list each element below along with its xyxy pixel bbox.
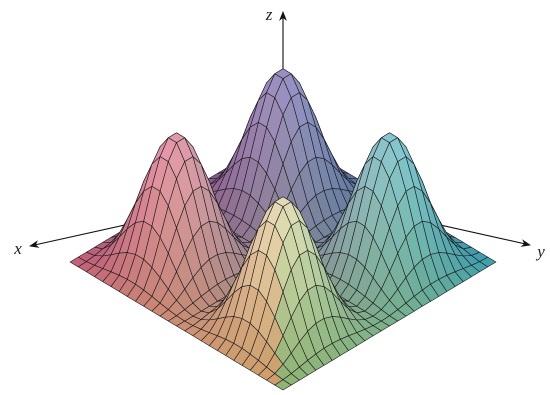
surface <box>69 68 497 391</box>
y-axis-label: y <box>535 242 545 261</box>
surface-patch <box>274 379 292 391</box>
x-axis-label: x <box>13 239 22 258</box>
z-axis-label: z <box>265 5 273 24</box>
